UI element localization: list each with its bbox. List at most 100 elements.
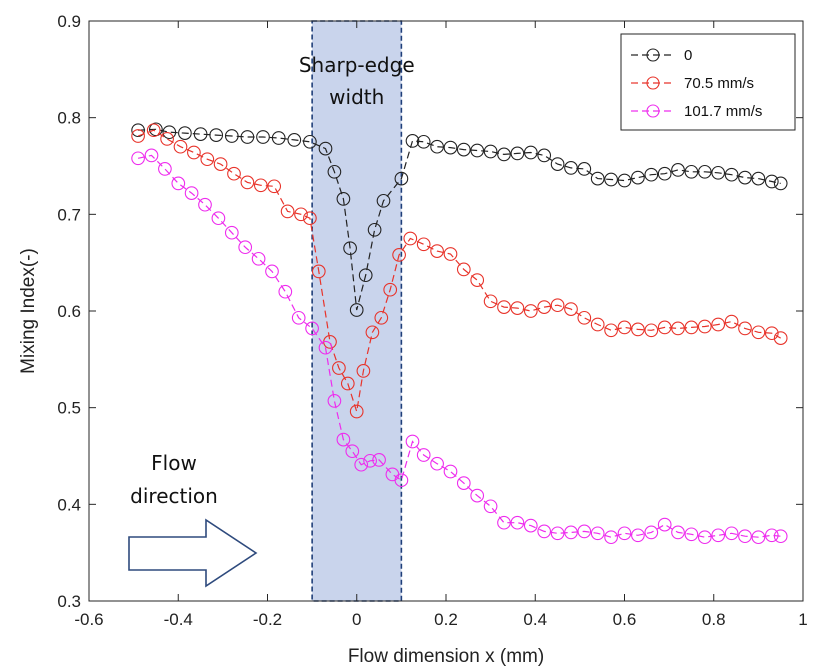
y-tick-label: 0.8	[57, 109, 81, 128]
data-point	[657, 166, 672, 181]
data-point	[751, 325, 766, 340]
y-tick-label: 0.3	[57, 592, 81, 611]
data-point	[349, 404, 364, 419]
series-0	[131, 122, 788, 317]
data-point	[711, 317, 726, 332]
data-point	[160, 132, 174, 146]
data-point	[394, 473, 409, 488]
data-point	[394, 171, 409, 186]
data-point	[724, 526, 739, 541]
data-point	[251, 251, 266, 266]
data-point	[523, 518, 538, 533]
data-point	[345, 444, 360, 459]
data-point	[198, 197, 212, 212]
legend-marker	[646, 48, 660, 62]
data-point	[684, 164, 699, 179]
y-tick-label: 0.5	[57, 399, 81, 418]
x-tick-label: 0.4	[523, 610, 547, 629]
data-point	[564, 525, 578, 540]
data-point	[751, 171, 766, 186]
data-point	[430, 244, 444, 258]
data-point	[265, 264, 279, 279]
data-point	[671, 163, 685, 177]
data-point	[131, 123, 145, 138]
data-point	[617, 173, 632, 188]
data-point	[358, 268, 373, 283]
series-line	[137, 129, 781, 412]
flow-label-line1: Flow	[151, 451, 197, 475]
data-point	[253, 178, 268, 193]
legend: 0 70.5 mm/s 101.7 mm/s	[620, 33, 796, 131]
data-point	[590, 171, 605, 186]
data-point	[443, 247, 458, 261]
data-point	[365, 325, 380, 340]
data-point	[697, 319, 712, 334]
data-point	[590, 317, 605, 332]
y-tick-label: 0.7	[57, 205, 81, 224]
data-point	[550, 157, 565, 171]
x-tick-label: 0.8	[702, 610, 726, 629]
data-point	[200, 152, 215, 167]
data-point	[416, 237, 431, 252]
data-point	[146, 123, 161, 138]
data-point	[550, 526, 565, 541]
legend-label: 0	[684, 47, 692, 64]
data-point	[443, 464, 458, 479]
data-point	[374, 310, 389, 325]
data-point	[356, 364, 371, 378]
data-point	[764, 174, 779, 189]
data-point	[224, 129, 239, 143]
data-point	[211, 211, 226, 226]
data-point	[604, 323, 618, 338]
data-point	[537, 148, 552, 163]
data-point	[604, 172, 618, 187]
data-point	[303, 211, 317, 226]
data-point	[430, 139, 444, 154]
data-point	[363, 453, 377, 468]
data-point	[367, 222, 382, 237]
data-point	[336, 432, 351, 447]
data-point	[278, 284, 293, 299]
legend-marker	[646, 76, 660, 90]
data-point	[336, 192, 351, 206]
data-point	[644, 323, 659, 338]
data-point	[617, 320, 632, 335]
data-point	[456, 476, 471, 490]
data-point	[631, 170, 645, 185]
data-point	[327, 394, 342, 408]
data-point	[604, 530, 618, 545]
data-point	[403, 231, 418, 246]
data-point	[711, 528, 726, 543]
data-point	[187, 145, 201, 160]
series-2	[131, 148, 788, 545]
data-point	[340, 376, 355, 391]
data-point	[470, 488, 485, 503]
data-point	[291, 310, 306, 325]
data-point	[158, 162, 172, 176]
data-point	[392, 248, 406, 262]
data-point	[456, 142, 471, 157]
data-point	[311, 264, 326, 279]
data-point	[724, 167, 739, 182]
data-point	[671, 525, 685, 540]
data-point	[764, 326, 779, 341]
sharp-edge-band	[311, 20, 403, 602]
data-point	[224, 225, 239, 240]
data-point	[162, 125, 177, 140]
x-tick-label: 0	[352, 610, 361, 629]
legend-label: 70.5 mm/s	[684, 75, 754, 92]
data-point	[631, 528, 645, 543]
data-point	[332, 361, 346, 375]
legend-label: 101.7 mm/s	[684, 103, 762, 120]
data-point	[697, 164, 712, 179]
data-point	[256, 130, 270, 144]
data-point	[738, 170, 752, 185]
data-point	[470, 273, 485, 287]
data-point	[383, 282, 398, 297]
series-layer	[131, 122, 788, 545]
x-tick-label: -0.4	[164, 610, 193, 629]
data-point	[349, 303, 364, 317]
data-point	[773, 529, 788, 544]
data-point	[577, 162, 592, 176]
data-point	[671, 321, 685, 336]
